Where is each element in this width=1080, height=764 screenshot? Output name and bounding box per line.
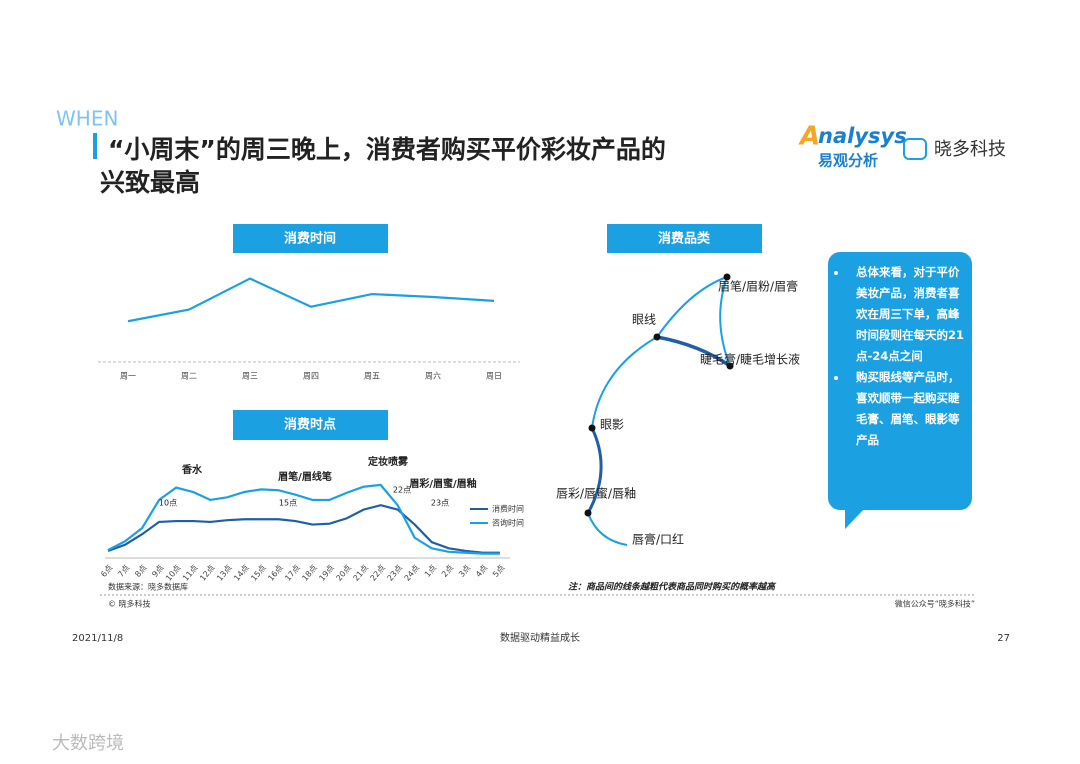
chart-title-box [233, 410, 388, 440]
x-tick-label: 周日 [486, 372, 502, 381]
copyright: © 晓多科技 [108, 599, 151, 609]
x-tick-label: 5点 [491, 563, 506, 579]
x-tick-label: 13点 [215, 563, 234, 583]
legend-label: 咨询时间 [492, 518, 524, 528]
x-tick-label: 19点 [317, 563, 336, 583]
watermark: 大数跨境 [52, 733, 124, 754]
x-tick-label: 15点 [249, 563, 268, 583]
callout-bullet: 总体来看，对于平价美妆产品，消费者喜欢在周三下单，高峰时间段则在每天的21点-2… [848, 262, 964, 367]
title-line: 兴致最高 [100, 168, 200, 197]
annotation: 22点 [393, 486, 411, 495]
x-tick-label: 11点 [181, 563, 200, 583]
diagram-title: 消费品类 [658, 231, 711, 247]
title-bar [93, 133, 97, 159]
x-tick-label: 23点 [386, 563, 405, 583]
edge [586, 427, 603, 514]
x-tick-label: 8点 [133, 563, 148, 579]
x-tick-label: 周二 [181, 372, 197, 381]
x-tick-label: 17点 [283, 563, 302, 583]
chart-title: 消费时间 [284, 231, 336, 247]
callout-list: 总体来看，对于平价美妆产品，消费者喜欢在周三下单，高峰时间段则在每天的21点-2… [834, 262, 964, 451]
node [653, 333, 661, 341]
edge [587, 512, 628, 546]
x-tick-label: 周六 [425, 371, 441, 381]
chart-title-box [233, 224, 388, 253]
node-label: 眼线 [632, 313, 656, 327]
x-tick-label: 21点 [351, 563, 370, 583]
x-tick-label: 周四 [303, 372, 319, 381]
logo-icon [903, 138, 927, 160]
node-label: 睫毛膏/睫毛增长液 [700, 352, 800, 367]
node [723, 273, 731, 281]
line [127, 277, 495, 323]
legend-label: 消费时间 [492, 504, 524, 514]
page-number: 27 [997, 633, 1010, 644]
slogan: 数据驱动精益成长 [500, 631, 580, 644]
section-tag: WHEN [56, 107, 118, 131]
edge [656, 335, 732, 368]
x-tick-label: 18点 [300, 563, 319, 583]
callout-tail [845, 505, 865, 529]
edge [656, 276, 728, 338]
x-tick-label: 2点 [440, 563, 455, 579]
callout: 总体来看，对于平价美妆产品，消费者喜欢在周三下单，高峰时间段则在每天的21点-2… [828, 252, 972, 510]
logo-mark: A [798, 122, 820, 152]
x-tick-label: 3点 [457, 563, 472, 579]
diagram-note: 注：商品间的线条越粗代表商品同时购买的概率越高 [568, 582, 777, 593]
source: 数据来源：晓多数据库 [108, 582, 188, 592]
x-tick-label: 14点 [232, 563, 251, 583]
x-tick-label: 周五 [364, 372, 380, 381]
diagram-title-box [607, 224, 762, 253]
logo-name: nalysys [818, 124, 907, 148]
callout-bullet: 购买眼线等产品时，喜欢顺带一起购买睫毛膏、眉笔、眼影等产品 [848, 367, 964, 451]
annotation: 眉笔/眉线笔 [278, 470, 332, 483]
annotation: 23点 [431, 499, 449, 508]
line [107, 483, 500, 555]
annotation: 香水 [182, 463, 203, 476]
x-tick-label: 6点 [99, 563, 114, 579]
date: 2021/11/8 [72, 633, 123, 644]
node-label: 唇膏/口红 [632, 532, 684, 547]
x-tick-label: 4点 [474, 563, 489, 579]
edge [719, 276, 731, 367]
x-tick-label: 20点 [334, 563, 353, 583]
node-label: 眉笔/眉粉/眉膏 [718, 279, 798, 294]
edge [591, 336, 658, 429]
annotation: 15点 [279, 499, 297, 508]
node-label: 眼影 [600, 418, 624, 432]
node [588, 424, 596, 432]
x-tick-label: 24点 [403, 563, 422, 583]
node-label: 唇彩/唇蜜/唇釉 [556, 486, 636, 501]
x-tick-label: 周三 [242, 372, 258, 381]
chart-title: 消费时点 [284, 417, 336, 433]
x-tick-label: 1点 [423, 563, 438, 579]
x-tick-label: 22点 [369, 563, 388, 583]
x-tick-label: 7点 [116, 563, 131, 579]
annotation: 定妆喷雾 [368, 455, 409, 468]
wechat: 微信公众号“晓多科技” [895, 599, 975, 609]
annotation: 眉彩/眉蜜/眉釉 [409, 477, 476, 490]
title-line: “小周末”的周三晚上，消费者购买平价彩妆产品的 [108, 135, 666, 164]
logo-xiaoduo: 晓多科技 [934, 139, 1006, 160]
diagram-edges [586, 276, 732, 546]
x-tick-label: 12点 [198, 563, 217, 583]
x-tick-label: 10点 [164, 563, 183, 583]
line [107, 504, 500, 554]
diagram-nodes [584, 273, 734, 517]
node [584, 509, 592, 517]
x-tick-label: 周一 [120, 372, 136, 381]
node [726, 362, 734, 370]
logo-cn: 易观分析 [818, 152, 878, 170]
x-tick-label: 16点 [266, 563, 285, 583]
annotation: 10点 [159, 499, 177, 508]
